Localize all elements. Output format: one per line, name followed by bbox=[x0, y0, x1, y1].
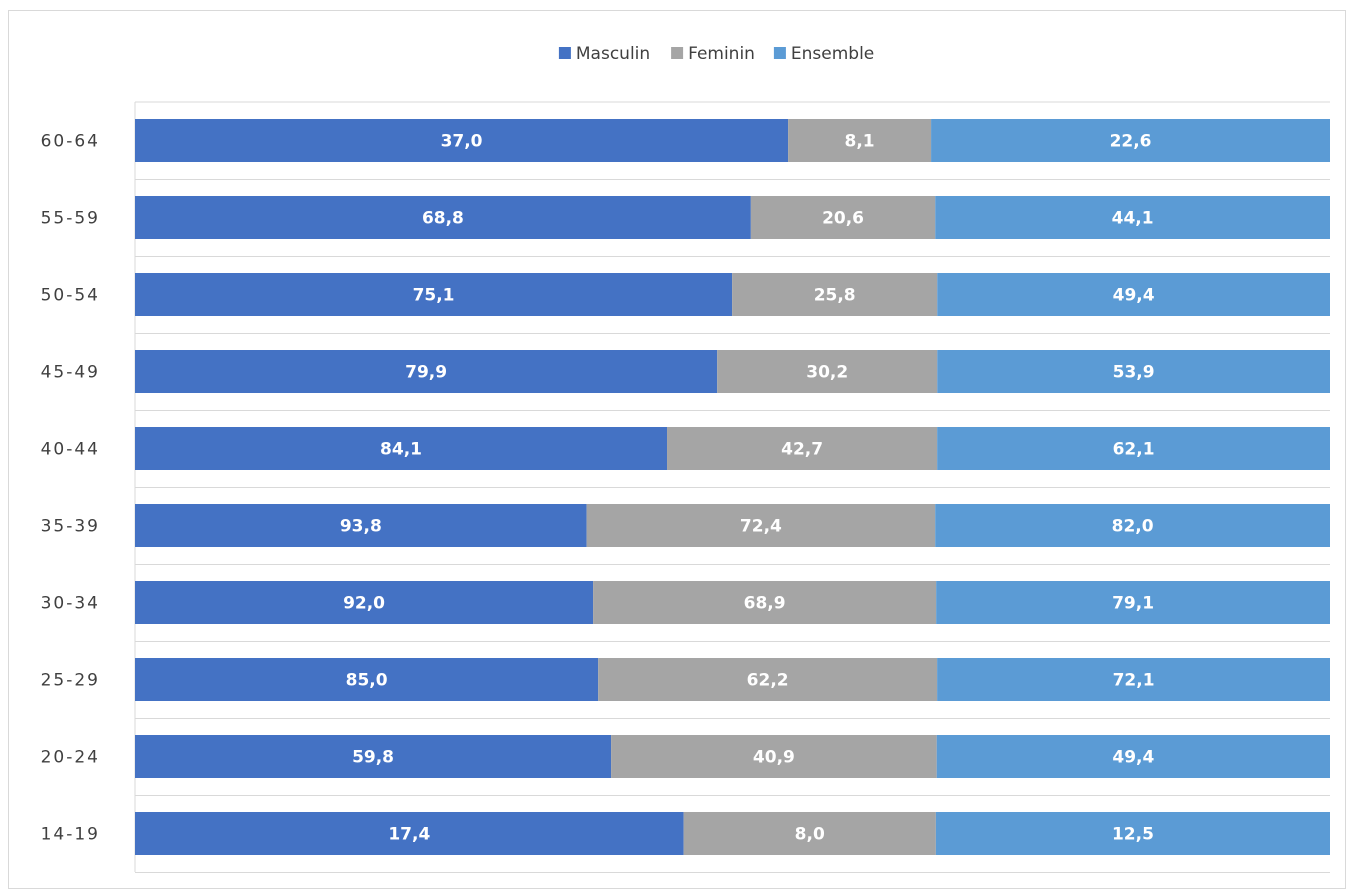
legend-label-ensemble: Ensemble bbox=[791, 44, 874, 64]
data-label-masculin: 75,1 bbox=[413, 286, 455, 306]
category-label: 50-54 bbox=[41, 286, 100, 306]
data-label-masculin: 85,0 bbox=[346, 671, 388, 691]
legend-swatch-ensemble bbox=[773, 47, 786, 59]
bar-feminin bbox=[598, 658, 938, 701]
data-label-feminin: 62,2 bbox=[747, 671, 789, 691]
category-label: 40-44 bbox=[41, 440, 100, 460]
data-label-feminin: 42,7 bbox=[781, 440, 823, 460]
data-label-masculin: 37,0 bbox=[441, 132, 483, 152]
data-label-ensemble: 12,5 bbox=[1112, 825, 1154, 845]
bar-masculin bbox=[135, 812, 684, 855]
bar-feminin bbox=[586, 504, 936, 547]
category-label: 60-64 bbox=[41, 132, 100, 152]
data-label-feminin: 8,0 bbox=[795, 825, 825, 845]
legend-swatch-feminin bbox=[671, 47, 684, 59]
data-label-ensemble: 62,1 bbox=[1113, 440, 1155, 460]
data-label-ensemble: 49,4 bbox=[1113, 286, 1155, 306]
bar-ensemble bbox=[936, 735, 1330, 778]
bar-ensemble bbox=[935, 196, 1330, 239]
bar-feminin bbox=[732, 273, 938, 316]
data-label-ensemble: 53,9 bbox=[1113, 363, 1155, 383]
legend-label-masculin: Masculin bbox=[576, 44, 650, 64]
bar-feminin bbox=[611, 735, 937, 778]
bar-masculin bbox=[135, 427, 668, 470]
bar-ensemble bbox=[937, 427, 1330, 470]
data-label-feminin: 72,4 bbox=[740, 517, 782, 537]
data-label-masculin: 84,1 bbox=[380, 440, 422, 460]
bar-feminin bbox=[667, 427, 938, 470]
bar-feminin bbox=[750, 196, 936, 239]
data-label-masculin: 59,8 bbox=[352, 748, 394, 768]
category-label: 25-29 bbox=[41, 671, 100, 691]
bar-masculin bbox=[135, 581, 594, 624]
category-label: 14-19 bbox=[41, 825, 100, 845]
data-label-ensemble: 44,1 bbox=[1112, 209, 1154, 229]
data-label-ensemble: 79,1 bbox=[1112, 594, 1154, 614]
bar-feminin bbox=[717, 350, 938, 393]
data-label-masculin: 92,0 bbox=[343, 594, 385, 614]
data-label-masculin: 93,8 bbox=[340, 517, 382, 537]
data-label-masculin: 68,8 bbox=[422, 209, 464, 229]
category-label: 30-34 bbox=[41, 594, 100, 614]
bar-ensemble bbox=[937, 350, 1330, 393]
bar-ensemble bbox=[931, 119, 1330, 162]
category-label: 35-39 bbox=[41, 517, 100, 537]
bar-ensemble bbox=[935, 504, 1330, 547]
data-label-ensemble: 22,6 bbox=[1110, 132, 1152, 152]
bar-feminin bbox=[788, 119, 932, 162]
bar-ensemble bbox=[937, 273, 1330, 316]
data-label-feminin: 25,8 bbox=[814, 286, 856, 306]
bar-masculin bbox=[135, 273, 733, 316]
data-label-feminin: 30,2 bbox=[806, 363, 848, 383]
data-label-masculin: 79,9 bbox=[405, 363, 447, 383]
data-label-feminin: 20,6 bbox=[822, 209, 864, 229]
data-label-ensemble: 49,4 bbox=[1112, 748, 1154, 768]
data-label-ensemble: 72,1 bbox=[1113, 671, 1155, 691]
data-label-feminin: 40,9 bbox=[753, 748, 795, 768]
data-label-ensemble: 82,0 bbox=[1112, 517, 1154, 537]
bar-ensemble bbox=[936, 581, 1330, 624]
bar-masculin bbox=[135, 196, 751, 239]
category-label: 20-24 bbox=[41, 748, 100, 768]
legend-label-feminin: Feminin bbox=[688, 44, 755, 64]
legend-swatch-masculin bbox=[558, 47, 571, 59]
bar-masculin bbox=[135, 350, 718, 393]
category-label: 55-59 bbox=[41, 209, 100, 229]
bar-masculin bbox=[135, 658, 599, 701]
data-label-masculin: 17,4 bbox=[388, 825, 430, 845]
bar-masculin bbox=[135, 504, 587, 547]
data-label-feminin: 8,1 bbox=[845, 132, 875, 152]
bar-feminin bbox=[683, 812, 936, 855]
bar-ensemble bbox=[937, 658, 1330, 701]
bar-feminin bbox=[593, 581, 937, 624]
bar-ensemble bbox=[935, 812, 1330, 855]
bar-masculin bbox=[135, 119, 789, 162]
bar-masculin bbox=[135, 735, 612, 778]
category-label: 45-49 bbox=[41, 363, 100, 383]
data-label-feminin: 68,9 bbox=[744, 594, 786, 614]
